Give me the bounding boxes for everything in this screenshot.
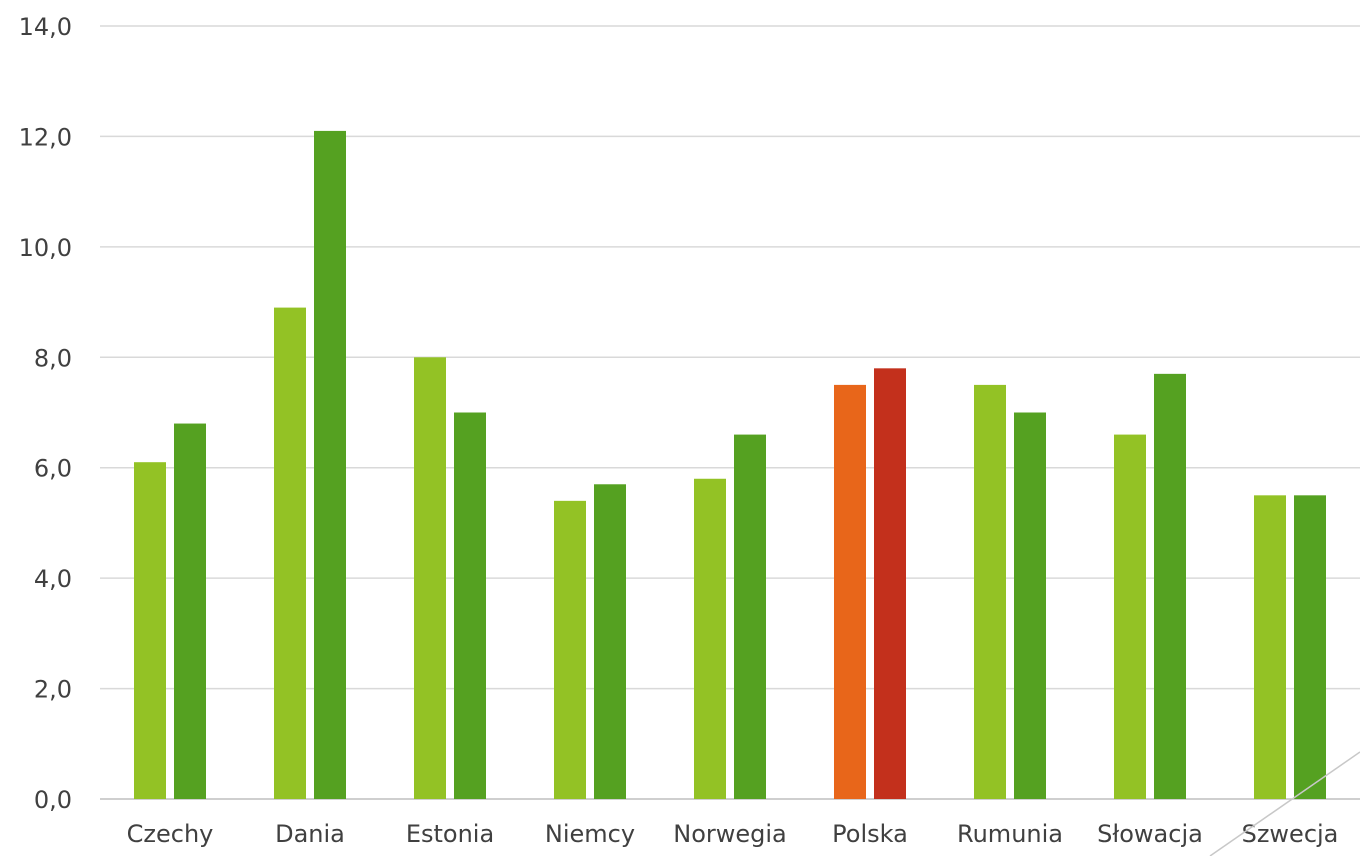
bar-polska-series-1 <box>834 384 866 799</box>
x-tick-label: Rumunia <box>957 820 1063 848</box>
bars <box>134 130 1326 799</box>
x-tick-label: Estonia <box>406 820 494 848</box>
y-tick-label: 2,0 <box>34 676 72 704</box>
x-tick-label: Niemcy <box>545 820 635 848</box>
x-tick-label: Polska <box>832 820 908 848</box>
y-tick-label: 4,0 <box>34 565 72 593</box>
bar-dania-series-2 <box>314 130 346 799</box>
bar-rumunia-series-1 <box>974 384 1006 799</box>
bar-słowacja-series-1 <box>1114 434 1146 799</box>
bar-szwecja-series-2 <box>1294 495 1326 799</box>
bar-dania-series-1 <box>274 307 306 799</box>
gridlines <box>100 25 1360 800</box>
bar-czechy-series-1 <box>134 462 166 799</box>
x-tick-label: Dania <box>275 820 345 848</box>
bar-estonia-series-2 <box>454 412 486 799</box>
y-tick-label: 10,0 <box>19 234 72 262</box>
decorative-diagonal-line <box>1209 751 1360 856</box>
bar-słowacja-series-2 <box>1154 373 1186 799</box>
y-tick-label: 12,0 <box>19 123 72 151</box>
x-tick-label: Słowacja <box>1097 820 1203 848</box>
bar-niemcy-series-1 <box>554 500 586 799</box>
y-tick-label: 6,0 <box>34 455 72 483</box>
bar-polska-series-2 <box>874 368 906 799</box>
bar-szwecja-series-1 <box>1254 495 1286 799</box>
x-axis-labels: Czechy Dania Estonia Niemcy Norwegia Polska Ru… <box>127 820 1339 848</box>
bar-norwegia-series-1 <box>694 478 726 799</box>
x-tick-label: Szwecja <box>1242 820 1339 848</box>
y-axis-ticks: 0,0 2,0 4,0 6,0 8,0 10,0 12,0 14,0 <box>19 13 72 814</box>
bar-rumunia-series-2 <box>1014 412 1046 799</box>
y-tick-label: 0,0 <box>34 786 72 814</box>
bar-czechy-series-2 <box>174 423 206 799</box>
y-tick-label: 8,0 <box>34 344 72 372</box>
y-tick-label: 14,0 <box>19 13 72 41</box>
bar-estonia-series-1 <box>414 357 446 799</box>
bar-niemcy-series-2 <box>594 484 626 799</box>
x-tick-label: Czechy <box>127 820 214 848</box>
x-tick-label: Norwegia <box>673 820 787 848</box>
bar-norwegia-series-2 <box>734 434 766 799</box>
